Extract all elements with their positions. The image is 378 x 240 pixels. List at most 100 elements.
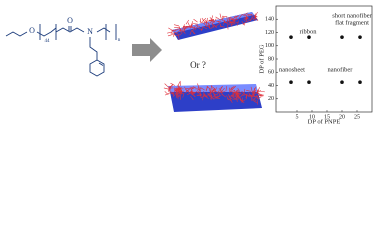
chain bbox=[205, 25, 211, 29]
chain bbox=[230, 87, 233, 92]
chain bbox=[211, 88, 216, 93]
chain bbox=[257, 87, 261, 92]
chain bbox=[229, 18, 235, 20]
chain bbox=[190, 26, 196, 29]
chain bbox=[189, 92, 195, 95]
chain bbox=[212, 19, 214, 25]
annotation: nanosheet bbox=[279, 66, 305, 73]
chain bbox=[202, 94, 208, 98]
chain bbox=[179, 29, 183, 35]
chain bbox=[205, 20, 211, 22]
chain bbox=[183, 26, 186, 32]
chain bbox=[219, 13, 222, 19]
chain bbox=[238, 97, 243, 102]
chain bbox=[232, 19, 238, 21]
nanosheet-body bbox=[170, 92, 262, 112]
chain bbox=[203, 92, 208, 97]
chain bbox=[207, 92, 211, 98]
chain bbox=[201, 18, 207, 22]
chem-label: O bbox=[29, 26, 35, 35]
chain bbox=[197, 83, 200, 89]
chain bbox=[251, 98, 257, 101]
chain bbox=[228, 17, 231, 23]
point bbox=[340, 80, 344, 84]
chain bbox=[164, 83, 169, 88]
chain bbox=[205, 20, 208, 25]
chain bbox=[167, 31, 173, 34]
arrow bbox=[132, 38, 162, 62]
chain bbox=[216, 20, 222, 23]
y-tick-label: 140 bbox=[265, 17, 274, 23]
chain bbox=[233, 21, 239, 24]
chain bbox=[177, 94, 179, 100]
y-tick-label: 20 bbox=[268, 96, 274, 102]
chain bbox=[241, 99, 246, 103]
chain bbox=[247, 14, 253, 16]
chain bbox=[190, 90, 193, 96]
chain bbox=[177, 91, 182, 96]
y-tick-label: 60 bbox=[268, 70, 274, 76]
chain bbox=[221, 93, 226, 98]
chain bbox=[201, 17, 205, 23]
chain bbox=[185, 19, 190, 25]
chain bbox=[179, 90, 185, 94]
chain bbox=[233, 15, 239, 19]
x-tick-label: 15 bbox=[324, 114, 330, 120]
chain bbox=[168, 86, 170, 92]
chain bbox=[247, 18, 252, 22]
chain bbox=[253, 95, 259, 100]
chain bbox=[190, 87, 196, 90]
x-tick-label: 10 bbox=[309, 114, 315, 120]
chain bbox=[213, 93, 219, 96]
chain bbox=[173, 24, 179, 27]
chain bbox=[168, 86, 172, 92]
chain bbox=[226, 17, 228, 23]
question-text: Or ? bbox=[190, 60, 206, 70]
chain bbox=[230, 93, 236, 97]
chain bbox=[212, 24, 218, 28]
annotation: short nanofiber bbox=[332, 12, 372, 19]
chemical-structure bbox=[5, 24, 117, 77]
chem-label: N bbox=[87, 27, 93, 36]
y-tick-label: 120 bbox=[265, 30, 274, 36]
chain bbox=[191, 30, 196, 35]
chain bbox=[226, 95, 229, 101]
chain bbox=[182, 27, 188, 30]
chain bbox=[197, 27, 203, 31]
chain bbox=[168, 27, 173, 31]
chem-label: O bbox=[67, 16, 73, 25]
chain bbox=[174, 89, 179, 94]
chain bbox=[177, 81, 181, 87]
chain bbox=[200, 87, 205, 91]
chain bbox=[193, 18, 198, 23]
point bbox=[307, 80, 311, 84]
chain bbox=[246, 90, 252, 92]
chain bbox=[251, 90, 257, 93]
chain bbox=[228, 21, 233, 26]
chain bbox=[211, 22, 215, 28]
chain bbox=[169, 83, 174, 88]
chain bbox=[220, 17, 225, 21]
chain bbox=[177, 87, 182, 91]
chain bbox=[236, 92, 239, 98]
chain bbox=[219, 85, 224, 91]
chain bbox=[189, 30, 192, 36]
chain bbox=[210, 25, 215, 30]
chain bbox=[237, 88, 241, 93]
chain bbox=[182, 92, 185, 98]
chain bbox=[185, 88, 190, 93]
chain bbox=[176, 90, 182, 92]
chain bbox=[175, 92, 178, 98]
chain bbox=[208, 19, 214, 21]
chain bbox=[185, 87, 192, 90]
chain bbox=[163, 87, 169, 90]
y-tick-label: 80 bbox=[268, 56, 274, 62]
x-tick-label: 25 bbox=[354, 114, 360, 120]
nanosheet-top bbox=[168, 84, 258, 92]
chain bbox=[195, 24, 201, 28]
chain bbox=[174, 31, 179, 35]
chain bbox=[197, 88, 201, 94]
chain bbox=[258, 95, 264, 97]
chain bbox=[227, 24, 229, 30]
chain bbox=[191, 93, 196, 98]
